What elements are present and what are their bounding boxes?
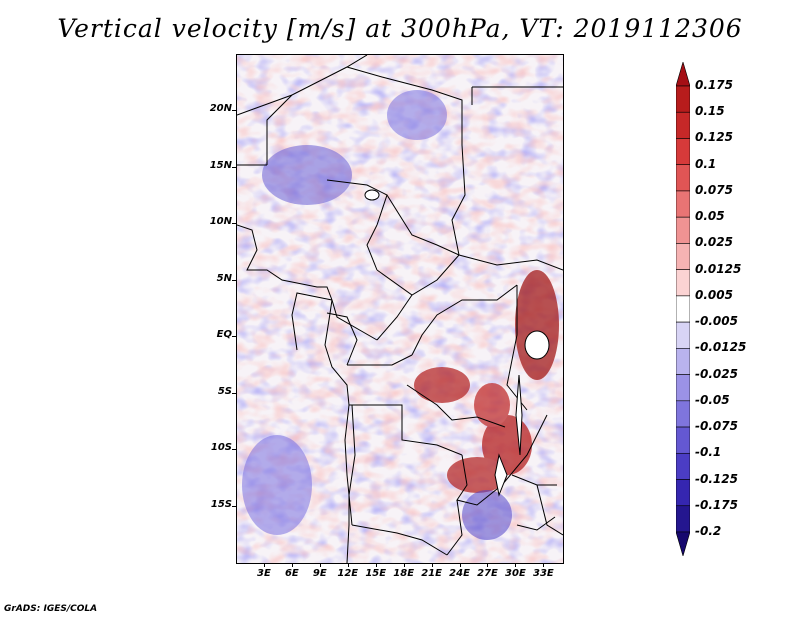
lat-tick-label: 5N (216, 272, 232, 284)
lon-tick-mark (487, 563, 489, 567)
lat-tick-label: 20N (209, 103, 232, 115)
lakes (364, 189, 550, 497)
lon-tick-mark (263, 563, 265, 567)
lon-tick-mark (347, 563, 349, 567)
lat-tick-mark (232, 110, 236, 112)
colorbar-swatch (676, 400, 690, 428)
lat-tick-mark (232, 336, 236, 338)
strong-downdraft-regions (242, 90, 512, 540)
lon-tick-label: 12E (337, 568, 359, 579)
colorbar-tick-label: 0.175 (695, 78, 733, 92)
colorbar-swatch (676, 243, 690, 270)
colorbar-min-triangle (676, 531, 690, 556)
lon-tick-label: 18E (393, 568, 415, 579)
colorbar-swatch (676, 374, 690, 402)
lon-tick-label: 6E (284, 568, 299, 579)
colorbar-swatch (676, 452, 690, 480)
lat-tick-label: EQ (216, 329, 232, 341)
colorbar-tick-label: 0.005 (695, 287, 733, 302)
lon-tick-mark (431, 563, 433, 567)
lon-tick-label: 24E (449, 568, 470, 579)
lon-tick-label: 3E (257, 568, 271, 579)
lon-tick-mark (375, 563, 377, 567)
lat-tick-mark (232, 223, 236, 225)
lat-tick-mark (232, 505, 236, 507)
country-borders (237, 55, 563, 556)
colorbar-swatch (676, 321, 690, 349)
lat-tick-mark (232, 392, 236, 394)
colorbar-swatch (676, 348, 690, 375)
lon-tick-label: 33E (532, 568, 554, 579)
colorbar-tick-label: -0.125 (695, 471, 738, 486)
colorbar-tick-label: -0.0125 (695, 340, 747, 355)
colorbar-swatch (676, 479, 690, 507)
colorbar-tick-label: -0.2 (695, 524, 722, 538)
lon-tick-mark (459, 563, 461, 567)
colorbar-swatch (676, 216, 690, 244)
colorbar-swatch (676, 164, 690, 192)
lon-tick-mark (291, 563, 293, 567)
lat-tick-mark (232, 449, 236, 451)
colorbar-swatch (676, 111, 690, 139)
colorbar-tick-label: -0.175 (695, 497, 738, 512)
colorbar-swatch (676, 269, 690, 297)
colorbar-swatch (676, 138, 690, 166)
strong-updraft-regions (414, 270, 559, 493)
lat-tick-label: 10S (210, 442, 232, 454)
lon-tick-mark (403, 563, 405, 567)
lat-tick-mark (232, 279, 236, 281)
lat-tick-label: 10N (209, 216, 232, 228)
map-plot-area (236, 54, 564, 564)
colorbar-tick-label: 0.125 (695, 130, 733, 145)
colorbar-swatch (676, 505, 690, 533)
lon-tick-label: 15E (365, 568, 387, 579)
lon-tick-mark (319, 563, 321, 567)
lon-tick-mark (543, 563, 545, 567)
colorbar-swatch (676, 295, 690, 323)
colorbar-tick-label: -0.075 (695, 419, 738, 434)
lat-tick-mark (232, 166, 236, 168)
lon-tick-mark (515, 563, 517, 567)
lon-tick-label: 27E (477, 568, 498, 579)
lat-tick-label: 5S (217, 385, 232, 397)
colorbar-tick-label: 0.0125 (695, 261, 742, 276)
colorbar-tick-label: -0.1 (695, 445, 722, 460)
colorbar-tick-label: 0.1 (695, 156, 717, 171)
colorbar-tick-label: 0.05 (695, 209, 725, 224)
colorbar-swatch (676, 426, 690, 454)
colorbar-max-triangle (676, 62, 690, 87)
lon-tick-label: 9E (312, 568, 327, 579)
lat-tick-label: 15N (209, 159, 232, 171)
colorbar-tick-label: 0.025 (695, 235, 733, 250)
lon-tick-label: 30E (505, 568, 526, 579)
coastline (237, 224, 352, 563)
colorbar-swatch (676, 190, 690, 218)
colorbar-tick-label: 0.15 (695, 104, 725, 119)
colorbar (676, 62, 690, 556)
lon-tick-label: 21E (421, 568, 442, 579)
colorbar-tick-label: -0.05 (695, 392, 730, 407)
colorbar-swatch (676, 85, 690, 113)
colorbar-tick-label: -0.005 (695, 314, 738, 329)
vertical-velocity-field (237, 55, 563, 563)
lat-tick-label: 15S (210, 498, 232, 510)
colorbar-tick-label: 0.075 (695, 182, 733, 197)
map-title: Vertical velocity [m/s] at 300hPa, VT: 2… (57, 14, 743, 43)
software-credit: GrADS: IGES/COLA (4, 604, 98, 614)
colorbar-tick-label: -0.025 (695, 366, 738, 381)
